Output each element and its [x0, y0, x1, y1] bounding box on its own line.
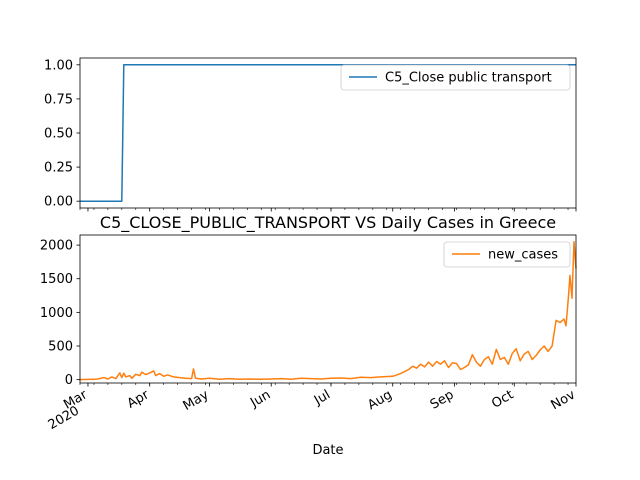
y-tick-label: 1500: [40, 272, 73, 287]
top-subplot: 0.00 0.25 0.50 0.75 1.00 C5_Close public tra…: [44, 57, 577, 212]
y-tick-label: 0.25: [44, 161, 73, 176]
top-legend: C5_Close public transport: [340, 64, 571, 91]
y-tick-label: 0.50: [44, 127, 73, 142]
y-tick-label: 500: [48, 340, 73, 355]
top-axes-frame: [79, 57, 577, 209]
chart-title: C5_CLOSE_PUBLIC_TRANSPORT VS Daily Cases…: [100, 213, 556, 233]
y-tick-label: 0.00: [44, 195, 73, 210]
x-axis-label: Date: [312, 443, 343, 458]
y-tick-label: 0.75: [44, 92, 73, 107]
y-tick-label: 2000: [40, 239, 73, 254]
bottom-axes-frame: [79, 234, 577, 384]
y-tick-label: 1000: [40, 306, 73, 321]
top-x-ticks: [79, 208, 577, 212]
series-line-new-cases: [79, 240, 577, 381]
x-tick-label: Jul: [311, 387, 333, 408]
bottom-series-layer: [79, 240, 577, 381]
y-tick-label: 0: [65, 373, 73, 388]
bottom-legend-box: [443, 241, 571, 268]
bottom-legend: new_cases: [443, 241, 571, 268]
top-y-axis: 0.00 0.25 0.50 0.75 1.00: [44, 58, 80, 210]
y-tick-label: 1.00: [44, 58, 73, 73]
top-legend-label: C5_Close public transport: [385, 71, 552, 86]
bottom-y-axis: 0 500 1000 1500 2000: [40, 239, 80, 388]
top-legend-box: [340, 64, 571, 91]
bottom-subplot: C5_CLOSE_PUBLIC_TRANSPORT VS Daily Cases…: [40, 213, 578, 458]
bottom-legend-label: new_cases: [488, 248, 558, 263]
